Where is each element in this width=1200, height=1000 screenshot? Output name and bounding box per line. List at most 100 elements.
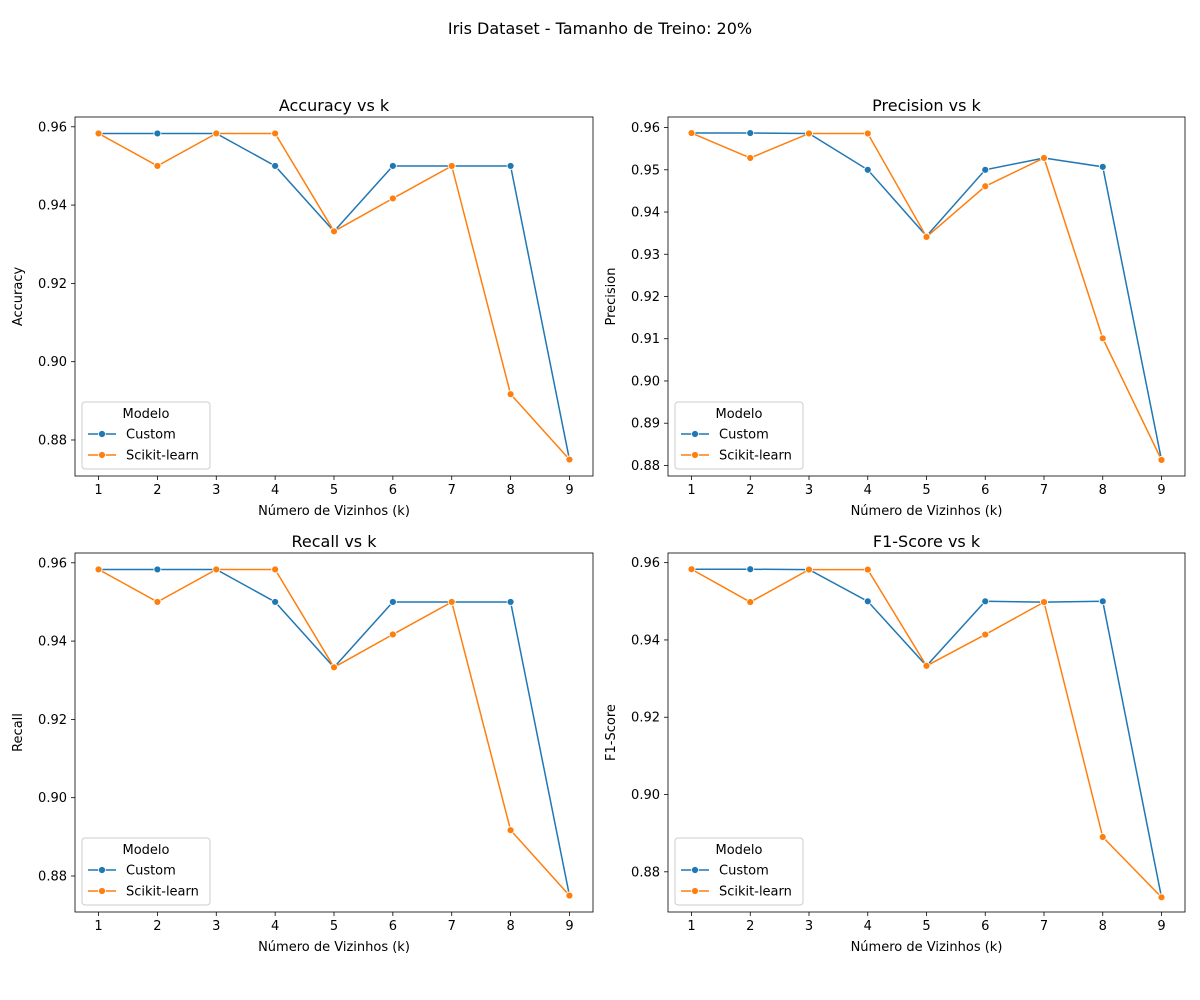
data-point <box>271 162 280 170</box>
data-point <box>1098 334 1107 343</box>
data-point <box>153 162 162 170</box>
x-tick-label: 9 <box>1157 483 1165 498</box>
y-tick-label: 0.94 <box>631 633 660 648</box>
data-point <box>1098 162 1107 171</box>
y-tick-label: 0.96 <box>38 556 67 571</box>
data-point <box>746 598 755 606</box>
x-tick-label: 6 <box>389 919 397 934</box>
x-tick-label: 7 <box>448 919 456 934</box>
data-point <box>922 661 931 670</box>
x-axis-label: Número de Vizinhos (k) <box>258 504 410 519</box>
data-point <box>863 597 872 606</box>
data-point <box>863 129 872 138</box>
data-point <box>1098 833 1107 841</box>
x-axis-label: Número de Vizinhos (k) <box>258 940 410 955</box>
y-tick-label: 0.90 <box>38 355 67 370</box>
x-tick-label: 3 <box>805 483 813 498</box>
data-point <box>506 598 515 606</box>
legend-marker <box>691 887 699 895</box>
x-tick-label: 8 <box>1099 483 1107 498</box>
subplot-2: Precision vs k 1 2 3 4 5 6 7 8 9 0.88 0.89 0.90 0.91 0… <box>604 96 1186 519</box>
y-tick-label: 0.88 <box>631 459 660 474</box>
legend-entry-label: Custom <box>719 864 769 879</box>
legend-entry-label: Custom <box>126 864 176 879</box>
data-point <box>922 233 931 241</box>
legend-marker <box>98 430 106 438</box>
legend-entry-label: Scikit-learn <box>719 449 792 464</box>
subplot-title: Accuracy vs k <box>279 96 390 115</box>
subplot-title: Recall vs k <box>292 532 378 551</box>
data-point <box>1040 154 1048 162</box>
data-point <box>388 162 397 170</box>
x-tick-label: 5 <box>922 483 930 498</box>
x-tick-label: 4 <box>864 483 872 498</box>
data-point <box>447 598 456 606</box>
x-tick-label: 7 <box>448 483 456 498</box>
y-axis-label: Precision <box>604 267 619 325</box>
data-point <box>687 129 696 137</box>
data-point <box>506 390 515 399</box>
data-point <box>94 565 103 574</box>
y-tick-label: 0.88 <box>38 869 67 884</box>
x-axis-label: Número de Vizinhos (k) <box>851 940 1003 955</box>
data-point <box>506 162 515 170</box>
legend-entry-label: Scikit-learn <box>719 885 792 900</box>
legend-title: Modelo <box>123 407 170 422</box>
data-point <box>863 565 872 574</box>
x-tick-label: 9 <box>565 919 573 934</box>
data-point <box>153 598 162 606</box>
y-tick-label: 0.96 <box>631 121 660 136</box>
axes-frame <box>74 116 594 477</box>
x-tick-label: 9 <box>565 483 573 498</box>
y-axis-label: Accuracy <box>11 267 26 327</box>
x-tick-label: 2 <box>746 483 754 498</box>
x-tick-label: 2 <box>153 483 161 498</box>
legend-box <box>674 837 804 906</box>
x-tick-label: 1 <box>687 919 695 934</box>
y-tick-label: 0.94 <box>38 635 67 650</box>
data-point <box>388 598 397 606</box>
legend-marker <box>98 887 106 895</box>
x-tick-label: 2 <box>153 919 161 934</box>
data-point <box>805 565 813 574</box>
y-tick-label: 0.88 <box>38 433 67 448</box>
y-tick-label: 0.94 <box>631 206 660 221</box>
subplot-1: Accuracy vs k 1 2 3 4 5 6 7 8 9 0.88 0.90 0.92 0.94 0.… <box>11 96 594 519</box>
x-tick-label: 8 <box>506 483 514 498</box>
legend-marker <box>98 451 106 459</box>
data-point <box>330 663 338 672</box>
y-tick-label: 0.96 <box>631 556 660 571</box>
data-point <box>506 826 515 835</box>
y-tick-label: 0.94 <box>38 199 67 214</box>
data-point <box>805 129 813 138</box>
data-point <box>746 154 755 162</box>
x-tick-label: 3 <box>212 919 220 934</box>
data-point <box>388 630 397 639</box>
y-tick-label: 0.90 <box>38 791 67 806</box>
data-point <box>271 129 280 138</box>
data-point <box>565 891 574 900</box>
data-point <box>94 129 103 138</box>
data-point <box>447 162 456 170</box>
axes-frame <box>74 552 594 913</box>
legend: Modelo Custom Scikit-learn <box>674 837 804 906</box>
data-point <box>863 165 872 174</box>
legend-box <box>674 401 804 470</box>
subplot-title: F1-Score vs k <box>873 532 981 551</box>
legend-marker <box>98 866 106 874</box>
legend-box <box>81 401 211 470</box>
subplot-3: Recall vs k 1 2 3 4 5 6 7 8 9 0.88 0.90 0.92 0.94 0.96… <box>11 532 594 955</box>
y-tick-label: 0.90 <box>631 788 660 803</box>
x-tick-label: 4 <box>864 919 872 934</box>
x-tick-label: 2 <box>746 919 754 934</box>
axes-frame <box>667 116 1186 477</box>
legend-marker <box>691 430 699 438</box>
data-point <box>981 630 990 639</box>
subplot-title: Precision vs k <box>872 96 981 115</box>
data-point <box>330 227 338 236</box>
data-point <box>981 182 990 191</box>
data-point <box>271 598 280 606</box>
y-axis-label: Recall <box>11 713 26 752</box>
data-point <box>746 129 755 137</box>
